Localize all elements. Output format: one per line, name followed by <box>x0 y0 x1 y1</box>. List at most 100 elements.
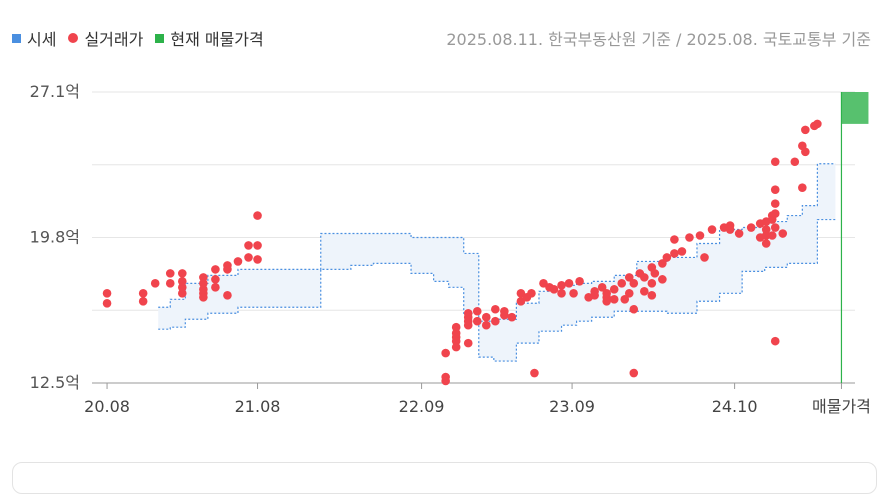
legend-swatch-listing-price <box>155 33 165 43</box>
transaction-point <box>647 291 657 300</box>
legend-item-listing-price[interactable]: 현재 매물가격 <box>155 26 264 50</box>
transaction-point <box>629 279 639 288</box>
y-tick-label: 19.8억 <box>30 228 80 247</box>
transaction-point <box>253 241 262 250</box>
transaction-point <box>549 285 559 294</box>
transaction-point <box>177 289 187 298</box>
transaction-point <box>557 289 566 298</box>
transaction-point <box>199 273 208 282</box>
transaction-point <box>211 275 220 284</box>
transaction-point <box>700 253 709 262</box>
transaction-point <box>725 225 735 234</box>
legend-item-market-price[interactable]: 시세 <box>12 26 56 50</box>
transaction-point <box>770 209 780 218</box>
transaction-point <box>609 285 619 294</box>
transaction-point <box>527 289 536 298</box>
transaction-point <box>481 320 491 330</box>
transaction-point <box>165 279 175 288</box>
transaction-point <box>564 279 574 288</box>
transaction-point <box>199 285 208 294</box>
transaction-point <box>441 372 450 382</box>
transaction-point <box>451 322 461 332</box>
transaction-point <box>617 279 627 288</box>
transaction-point <box>463 308 473 318</box>
transaction-point <box>557 281 566 290</box>
legend-label-listing-price: 현재 매물가격 <box>170 30 264 49</box>
transaction-point <box>629 304 639 314</box>
transaction-point <box>451 342 461 352</box>
transaction-point <box>491 304 500 314</box>
transaction-point <box>451 336 461 346</box>
transaction-point <box>770 336 780 346</box>
transaction-point <box>778 229 788 238</box>
transaction-point <box>472 306 482 316</box>
transaction-point <box>253 211 262 220</box>
transaction-point <box>491 316 500 326</box>
transaction-point <box>602 296 611 306</box>
transaction-point <box>211 265 220 274</box>
transaction-point <box>640 273 649 282</box>
y-tick-label: 12.5억 <box>30 373 80 392</box>
transaction-point <box>472 316 482 326</box>
transaction-point <box>102 298 112 308</box>
transaction-point <box>640 287 649 296</box>
transaction-point <box>244 253 253 262</box>
transaction-point <box>770 185 780 194</box>
bottom-card <box>12 462 877 494</box>
market-price-band-upper <box>158 163 836 322</box>
transaction-point <box>650 269 660 278</box>
transaction-point <box>253 255 262 264</box>
transaction-point <box>695 231 705 240</box>
transaction-point <box>530 368 539 378</box>
transaction-point <box>575 277 584 286</box>
market-price-band-lower <box>158 218 836 362</box>
transaction-point <box>463 338 473 348</box>
transaction-point <box>233 257 243 266</box>
transaction-point <box>223 265 232 274</box>
transaction-point <box>211 283 220 292</box>
x-tick-label: 24.10 <box>712 397 758 416</box>
transaction-point <box>624 289 634 298</box>
x-tick-label: 매물가격 <box>812 397 871 416</box>
x-tick-label: 20.08 <box>84 397 130 416</box>
transaction-point <box>441 348 450 358</box>
transaction-point <box>767 231 777 240</box>
transaction-point <box>798 183 807 192</box>
transaction-point <box>761 231 771 240</box>
listing-price-range <box>841 92 869 124</box>
transaction-point <box>761 239 771 248</box>
transaction-point <box>658 275 667 284</box>
transaction-point <box>801 147 810 157</box>
transaction-point <box>602 289 611 298</box>
transaction-point <box>507 312 517 322</box>
transaction-point <box>177 277 187 286</box>
transaction-point <box>451 328 461 338</box>
transaction-point <box>244 241 253 250</box>
transaction-point <box>597 283 607 292</box>
transaction-point <box>658 259 667 268</box>
transaction-point <box>813 119 822 129</box>
transaction-point <box>177 283 187 292</box>
data-source-text: 2025.08.11. 한국부동산원 기준 / 2025.08. 국토교통부 기… <box>446 30 871 49</box>
transaction-point <box>677 247 687 256</box>
transaction-point <box>165 269 175 278</box>
legend-item-actual-transaction[interactable]: 실거래가 <box>68 26 143 50</box>
transaction-point <box>590 291 599 300</box>
transaction-point <box>734 229 744 238</box>
transaction-point <box>177 269 187 278</box>
legend-label-market-price: 시세 <box>27 30 57 49</box>
transaction-point <box>624 273 634 282</box>
transaction-point <box>707 225 717 234</box>
transaction-point <box>761 225 771 234</box>
transaction-point <box>138 296 148 306</box>
transaction-point <box>670 235 679 244</box>
transaction-point <box>790 157 800 167</box>
transaction-point <box>609 294 619 304</box>
transaction-point <box>481 312 491 322</box>
legend-swatch-actual-transaction <box>68 33 79 43</box>
transaction-point <box>770 223 780 232</box>
transaction-point <box>463 316 473 326</box>
transaction-point <box>770 199 780 208</box>
transaction-point <box>138 289 148 298</box>
